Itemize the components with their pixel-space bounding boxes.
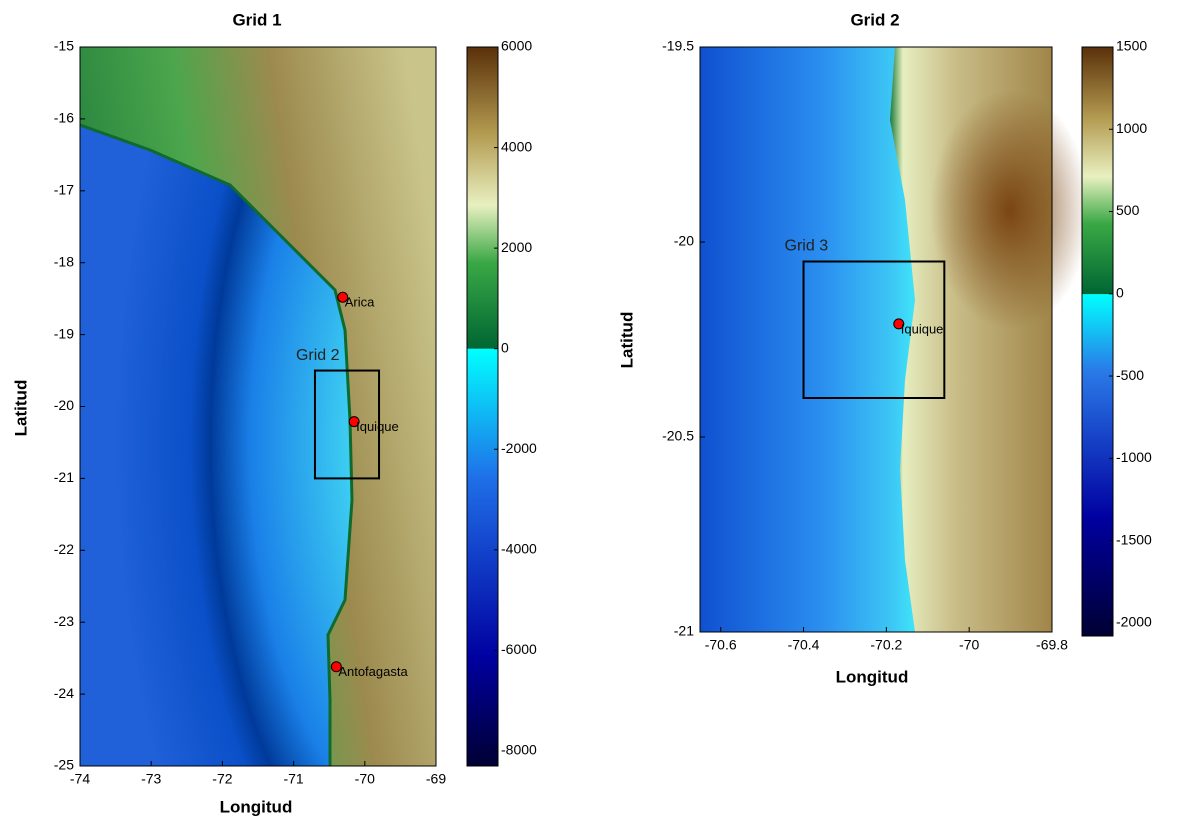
y-tick-label: -19 <box>54 325 74 341</box>
x-tick-label: -70.2 <box>870 637 902 653</box>
colorbar-tick-label: -2000 <box>501 440 537 456</box>
colorbar-tick-label: 6000 <box>501 38 532 54</box>
x-axis-label: Longitud <box>836 667 909 686</box>
colorbar <box>467 47 498 766</box>
y-tick-label: -21 <box>674 623 694 639</box>
y-tick-label: -17 <box>54 182 74 198</box>
y-tick-label: -20.5 <box>662 428 694 444</box>
x-tick-label: -69 <box>426 771 446 787</box>
y-tick-label: -22 <box>54 541 74 557</box>
colorbar-tick-label: -2000 <box>1116 614 1152 630</box>
city-label: Iquique <box>901 321 944 336</box>
x-tick-label: -70.6 <box>705 637 737 653</box>
x-tick-label: -70 <box>959 637 979 653</box>
x-axis-label: Longitud <box>220 797 293 816</box>
x-tick-label: -70.4 <box>788 637 820 653</box>
colorbar-tick-label: 1000 <box>1116 120 1147 136</box>
city-label: Arica <box>345 295 375 310</box>
colorbar-tick-label: -500 <box>1116 367 1144 383</box>
map-title: Grid 2 <box>850 10 899 29</box>
colorbar-tick-label: 4000 <box>501 138 532 154</box>
colorbar-tick-label: -1500 <box>1116 531 1152 547</box>
y-tick-label: -20 <box>674 233 694 249</box>
y-tick-label: -23 <box>54 613 74 629</box>
colorbar-tick-label: -8000 <box>501 742 537 758</box>
colorbar-tick-label: 2000 <box>501 239 532 255</box>
grid-box-label: Grid 3 <box>785 238 829 255</box>
x-tick-label: -74 <box>70 771 90 787</box>
colorbar-tick-label: -1000 <box>1116 449 1152 465</box>
colorbar-tick-label: -6000 <box>501 641 537 657</box>
y-tick-label: -20 <box>54 397 74 413</box>
x-tick-label: -69.8 <box>1036 637 1068 653</box>
x-tick-label: -72 <box>212 771 232 787</box>
city-label: Iquique <box>356 419 399 434</box>
colorbar-tick-label: 0 <box>501 339 509 355</box>
x-tick-label: -71 <box>283 771 303 787</box>
colorbar-tick-label: 0 <box>1116 284 1124 300</box>
y-tick-label: -21 <box>54 469 74 485</box>
y-tick-label: -15 <box>54 38 74 54</box>
y-tick-label: -18 <box>54 253 74 269</box>
figure: Grid 1 Grid 2 Longitud Longitud Latitud … <box>0 0 1187 823</box>
y-tick-label: -19.5 <box>662 38 694 54</box>
y-axis-label: Latitud <box>617 312 636 369</box>
colorbar-tick-label: -4000 <box>501 541 537 557</box>
colorbar-tick-label: 500 <box>1116 202 1140 218</box>
colorbar <box>1082 47 1113 636</box>
city-label: Antofagasta <box>338 664 408 679</box>
colorbar-tick-label: 1500 <box>1116 38 1147 54</box>
terrain <box>700 47 1090 632</box>
y-tick-label: -24 <box>54 685 74 701</box>
y-tick-label: -16 <box>54 110 74 126</box>
y-axis-label: Latitud <box>11 380 30 437</box>
map-title: Grid 1 <box>232 10 281 29</box>
terrain <box>80 47 436 766</box>
x-tick-label: -73 <box>141 771 161 787</box>
x-tick-label: -70 <box>355 771 375 787</box>
grid-box-label: Grid 2 <box>296 347 340 364</box>
y-tick-label: -25 <box>54 757 74 773</box>
